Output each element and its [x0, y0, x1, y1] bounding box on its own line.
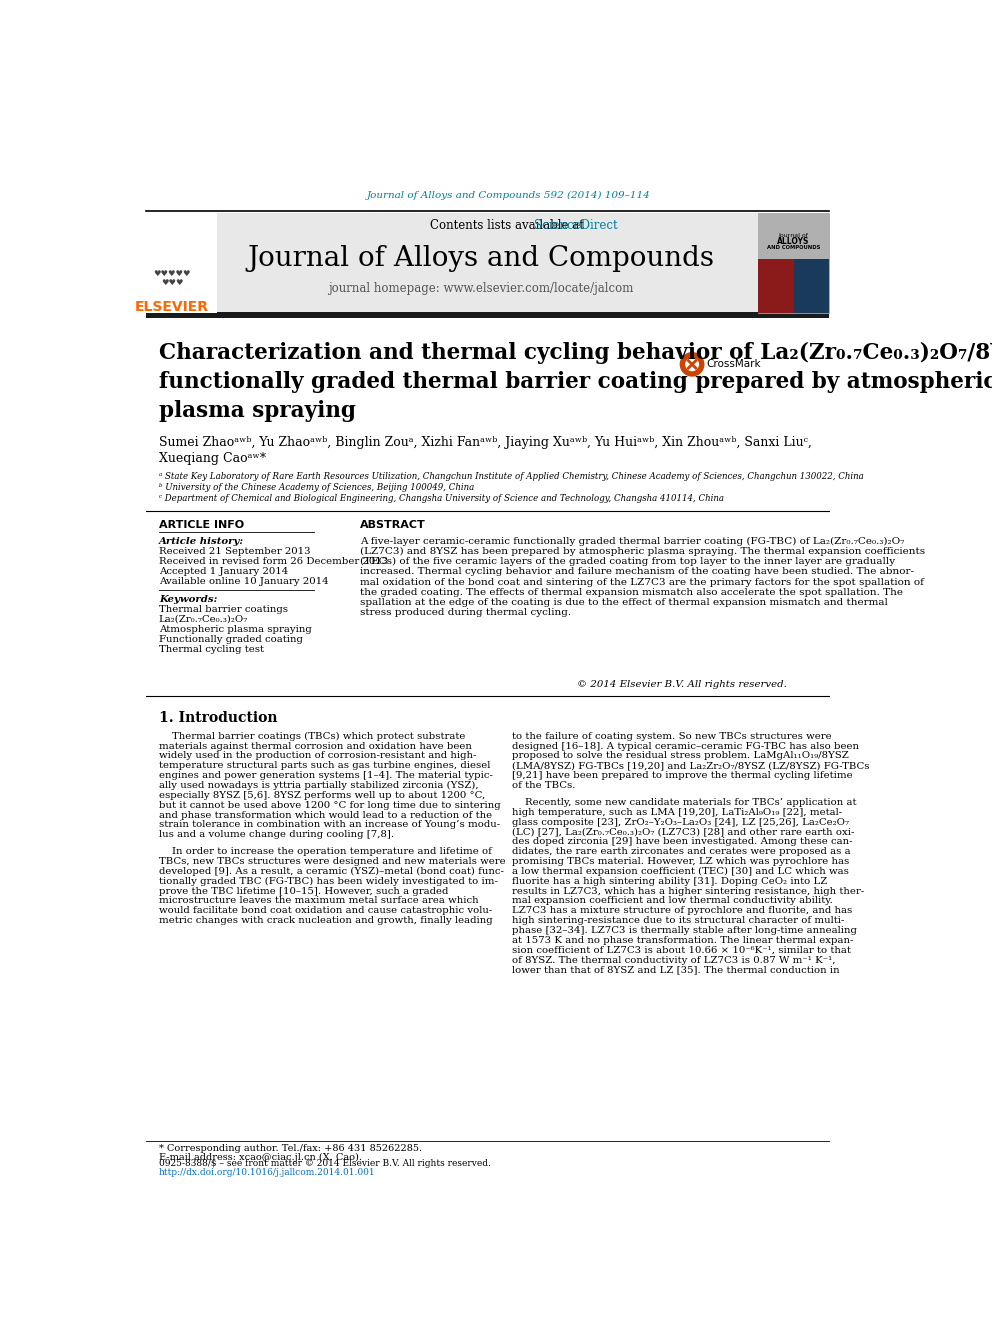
- Text: ᵇ University of the Chinese Academy of Sciences, Beijing 100049, China: ᵇ University of the Chinese Academy of S…: [159, 483, 474, 492]
- Text: promising TBCs material. However, LZ which was pyrochlore has: promising TBCs material. However, LZ whi…: [512, 857, 849, 867]
- Circle shape: [685, 357, 699, 372]
- Text: CrossMark: CrossMark: [706, 360, 762, 369]
- Text: high sintering-resistance due to its structural character of multi-: high sintering-resistance due to its str…: [512, 916, 844, 925]
- Text: phase [32–34]. LZ7C3 is thermally stable after long-time annealing: phase [32–34]. LZ7C3 is thermally stable…: [512, 926, 856, 935]
- Text: TBCs, new TBCs structures were designed and new materials were: TBCs, new TBCs structures were designed …: [159, 857, 506, 867]
- Text: E-mail address: xcao@ciac.jl.cn (X. Cao).: E-mail address: xcao@ciac.jl.cn (X. Cao)…: [159, 1152, 362, 1162]
- Text: [9,21] have been prepared to improve the thermal cycling lifetime: [9,21] have been prepared to improve the…: [512, 771, 852, 781]
- Text: des doped zirconia [29] have been investigated. Among these can-: des doped zirconia [29] have been invest…: [512, 837, 852, 847]
- Text: Thermal barrier coatings (TBCs) which protect substrate: Thermal barrier coatings (TBCs) which pr…: [159, 732, 465, 741]
- Text: metric changes with crack nucleation and growth, finally leading: metric changes with crack nucleation and…: [159, 916, 492, 925]
- Text: Recently, some new candidate materials for TBCs’ application at: Recently, some new candidate materials f…: [512, 798, 856, 807]
- Text: proposed to solve the residual stress problem. LaMgAl₁₁O₁₉/8YSZ: proposed to solve the residual stress pr…: [512, 751, 848, 761]
- Text: LZ7C3 has a mixture structure of pyrochlore and fluorite, and has: LZ7C3 has a mixture structure of pyrochl…: [512, 906, 852, 916]
- Text: © 2014 Elsevier B.V. All rights reserved.: © 2014 Elsevier B.V. All rights reserved…: [576, 680, 787, 689]
- Text: and phase transformation which would lead to a reduction of the: and phase transformation which would lea…: [159, 811, 492, 820]
- Text: Contents lists available at: Contents lists available at: [431, 220, 587, 233]
- Text: journal homepage: www.elsevier.com/locate/jalcom: journal homepage: www.elsevier.com/locat…: [327, 282, 633, 295]
- Text: to the failure of coating system. So new TBCs structures were: to the failure of coating system. So new…: [512, 732, 831, 741]
- Text: at 1573 K and no phase transformation. The linear thermal expan-: at 1573 K and no phase transformation. T…: [512, 935, 853, 945]
- Text: results in LZ7C3, which has a higher sintering resistance, high ther-: results in LZ7C3, which has a higher sin…: [512, 886, 864, 896]
- Text: La₂(Zr₀.₇Ce₀.₃)₂O₇: La₂(Zr₀.₇Ce₀.₃)₂O₇: [159, 615, 248, 623]
- Text: 0925-8388/$ – see front matter © 2014 Elsevier B.V. All rights reserved.: 0925-8388/$ – see front matter © 2014 El…: [159, 1159, 491, 1168]
- Text: glass composite [23], ZrO₂–Y₂O₃–La₂O₃ [24], LZ [25,26], La₂Ce₂O₇: glass composite [23], ZrO₂–Y₂O₃–La₂O₃ [2…: [512, 818, 848, 827]
- Bar: [758, 213, 829, 312]
- Text: a low thermal expansion coefficient (TEC) [30] and LC which was: a low thermal expansion coefficient (TEC…: [512, 867, 848, 876]
- Text: mal expansion coefficient and low thermal conductivity ability.: mal expansion coefficient and low therma…: [512, 897, 832, 905]
- Text: ELSEVIER: ELSEVIER: [135, 300, 209, 315]
- Text: * Corresponding author. Tel./fax: +86 431 85262285.: * Corresponding author. Tel./fax: +86 43…: [159, 1143, 422, 1152]
- Text: functionally graded thermal barrier coating prepared by atmospheric: functionally graded thermal barrier coat…: [159, 370, 992, 393]
- Text: spallation at the edge of the coating is due to the effect of thermal expansion : spallation at the edge of the coating is…: [360, 598, 888, 607]
- Text: Sumei Zhaoᵃʷᵇ, Yu Zhaoᵃʷᵇ, Binglin Zouᵃ, Xizhi Fanᵃʷᵇ, Jiaying Xuᵃʷᵇ, Yu Huiᵃʷᵇ,: Sumei Zhaoᵃʷᵇ, Yu Zhaoᵃʷᵇ, Binglin Zouᵃ,…: [159, 435, 811, 448]
- Text: (LMA/8YSZ) FG-TBCs [19,20] and La₂Zr₂O₇/8YSZ (LZ/8YSZ) FG-TBCs: (LMA/8YSZ) FG-TBCs [19,20] and La₂Zr₂O₇/…: [512, 761, 869, 770]
- Text: engines and power generation systems [1–4]. The material typic-: engines and power generation systems [1–…: [159, 771, 493, 781]
- Text: ALLOYS: ALLOYS: [778, 237, 809, 246]
- Text: ᵃ State Key Laboratory of Rare Earth Resources Utilization, Changchun Institute : ᵃ State Key Laboratory of Rare Earth Res…: [159, 472, 864, 482]
- Text: materials against thermal corrosion and oxidation have been: materials against thermal corrosion and …: [159, 742, 472, 750]
- Text: (LC) [27], La₂(Zr₀.₇Ce₀.₃)₂O₇ (LZ7C3) [28] and other rare earth oxi-: (LC) [27], La₂(Zr₀.₇Ce₀.₃)₂O₇ (LZ7C3) [2…: [512, 827, 854, 836]
- Text: Keywords:: Keywords:: [159, 595, 217, 603]
- Text: increased. Thermal cycling behavior and failure mechanism of the coating have be: increased. Thermal cycling behavior and …: [360, 568, 915, 577]
- Text: would facilitate bond coat oxidation and cause catastrophic volu-: would facilitate bond coat oxidation and…: [159, 906, 492, 916]
- Text: widely used in the production of corrosion-resistant and high-: widely used in the production of corrosi…: [159, 751, 476, 761]
- Text: Received in revised form 26 December 2013: Received in revised form 26 December 201…: [159, 557, 388, 566]
- Text: microstructure leaves the maximum metal surface area which: microstructure leaves the maximum metal …: [159, 897, 478, 905]
- Text: 1. Introduction: 1. Introduction: [159, 710, 278, 725]
- Text: plasma spraying: plasma spraying: [159, 401, 356, 422]
- Bar: [146, 213, 217, 312]
- Text: developed [9]. As a result, a ceramic (YSZ)–metal (bond coat) func-: developed [9]. As a result, a ceramic (Y…: [159, 867, 504, 876]
- Text: http://dx.doi.org/10.1016/j.jallcom.2014.01.001: http://dx.doi.org/10.1016/j.jallcom.2014…: [159, 1168, 376, 1176]
- Text: Available online 10 January 2014: Available online 10 January 2014: [159, 577, 328, 586]
- Text: fluorite has a high sintering ability [31]. Doping CeO₂ into LZ: fluorite has a high sintering ability [3…: [512, 877, 826, 885]
- Text: Functionally graded coating: Functionally graded coating: [159, 635, 303, 644]
- Text: stress produced during thermal cycling.: stress produced during thermal cycling.: [360, 609, 571, 617]
- Text: ally used nowadays is yttria partially stabilized zirconia (YSZ),: ally used nowadays is yttria partially s…: [159, 781, 478, 790]
- Text: prove the TBC lifetime [10–15]. However, such a graded: prove the TBC lifetime [10–15]. However,…: [159, 886, 448, 896]
- Bar: [146, 213, 829, 312]
- Text: Accepted 1 January 2014: Accepted 1 January 2014: [159, 568, 288, 576]
- Text: Article history:: Article history:: [159, 537, 244, 546]
- Text: didates, the rare earth zirconates and cerates were proposed as a: didates, the rare earth zirconates and c…: [512, 847, 850, 856]
- Text: ABSTRACT: ABSTRACT: [360, 520, 427, 531]
- Text: lus and a volume change during cooling [7,8].: lus and a volume change during cooling […: [159, 831, 394, 839]
- Text: ARTICLE INFO: ARTICLE INFO: [159, 520, 244, 531]
- Bar: [146, 312, 829, 318]
- Text: Journal of Alloys and Compounds: Journal of Alloys and Compounds: [247, 245, 714, 273]
- Text: In order to increase the operation temperature and lifetime of: In order to increase the operation tempe…: [159, 847, 492, 856]
- Text: mal oxidation of the bond coat and sintering of the LZ7C3 are the primary factor: mal oxidation of the bond coat and sinte…: [360, 578, 925, 586]
- Text: Thermal cycling test: Thermal cycling test: [159, 644, 264, 654]
- Text: of 8YSZ. The thermal conductivity of LZ7C3 is 0.87 W m⁻¹ K⁻¹,: of 8YSZ. The thermal conductivity of LZ7…: [512, 955, 835, 964]
- Text: A five-layer ceramic-ceramic functionally graded thermal barrier coating (FG-TBC: A five-layer ceramic-ceramic functionall…: [360, 537, 905, 546]
- Text: the graded coating. The effects of thermal expansion mismatch also accelerate th: the graded coating. The effects of therm…: [360, 587, 904, 597]
- Text: Characterization and thermal cycling behavior of La₂(Zr₀.₇Ce₀.₃)₂O₇/8YSZ: Characterization and thermal cycling beh…: [159, 341, 992, 364]
- Text: tionally graded TBC (FG-TBC) has been widely investigated to im-: tionally graded TBC (FG-TBC) has been wi…: [159, 877, 498, 885]
- Text: (LZ7C3) and 8YSZ has been prepared by atmospheric plasma spraying. The thermal e: (LZ7C3) and 8YSZ has been prepared by at…: [360, 546, 926, 556]
- Text: Atmospheric plasma spraying: Atmospheric plasma spraying: [159, 624, 311, 634]
- Text: AND COMPOUNDS: AND COMPOUNDS: [767, 245, 820, 250]
- Text: especially 8YSZ [5,6]. 8YSZ performs well up to about 1200 °C,: especially 8YSZ [5,6]. 8YSZ performs wel…: [159, 791, 485, 800]
- Text: temperature structural parts such as gas turbine engines, diesel: temperature structural parts such as gas…: [159, 761, 490, 770]
- Text: Thermal barrier coatings: Thermal barrier coatings: [159, 605, 288, 614]
- Text: designed [16–18]. A typical ceramic–ceramic FG-TBC has also been: designed [16–18]. A typical ceramic–cera…: [512, 742, 858, 750]
- Text: but it cannot be used above 1200 °C for long time due to sintering: but it cannot be used above 1200 °C for …: [159, 800, 501, 810]
- Text: ᶜ Department of Chemical and Biological Engineering, Changsha University of Scie: ᶜ Department of Chemical and Biological …: [159, 493, 724, 503]
- Circle shape: [680, 352, 704, 377]
- Text: Journal of: Journal of: [779, 233, 808, 238]
- Text: sion coefficient of LZ7C3 is about 10.66 × 10⁻⁶K⁻¹, similar to that: sion coefficient of LZ7C3 is about 10.66…: [512, 946, 850, 955]
- Text: ScienceDirect: ScienceDirect: [535, 220, 618, 233]
- Text: strain tolerance in combination with an increase of Young’s modu-: strain tolerance in combination with an …: [159, 820, 500, 830]
- Text: high temperature, such as LMA [19,20], LaTi₂Al₉O₁₉ [22], metal-: high temperature, such as LMA [19,20], L…: [512, 807, 841, 816]
- Bar: [795, 259, 829, 312]
- Text: lower than that of 8YSZ and LZ [35]. The thermal conduction in: lower than that of 8YSZ and LZ [35]. The…: [512, 966, 839, 974]
- Bar: [758, 213, 829, 259]
- Text: Xueqiang Caoᵃʷ*: Xueqiang Caoᵃʷ*: [159, 451, 266, 464]
- Text: Received 21 September 2013: Received 21 September 2013: [159, 546, 310, 556]
- Bar: [758, 259, 795, 312]
- Text: (TECs) of the five ceramic layers of the graded coating from top layer to the in: (TECs) of the five ceramic layers of the…: [360, 557, 896, 566]
- Text: Journal of Alloys and Compounds 592 (2014) 109–114: Journal of Alloys and Compounds 592 (201…: [366, 191, 651, 200]
- Text: ♥♥♥♥♥
♥♥♥: ♥♥♥♥♥ ♥♥♥: [154, 270, 190, 287]
- Text: of the TBCs.: of the TBCs.: [512, 781, 575, 790]
